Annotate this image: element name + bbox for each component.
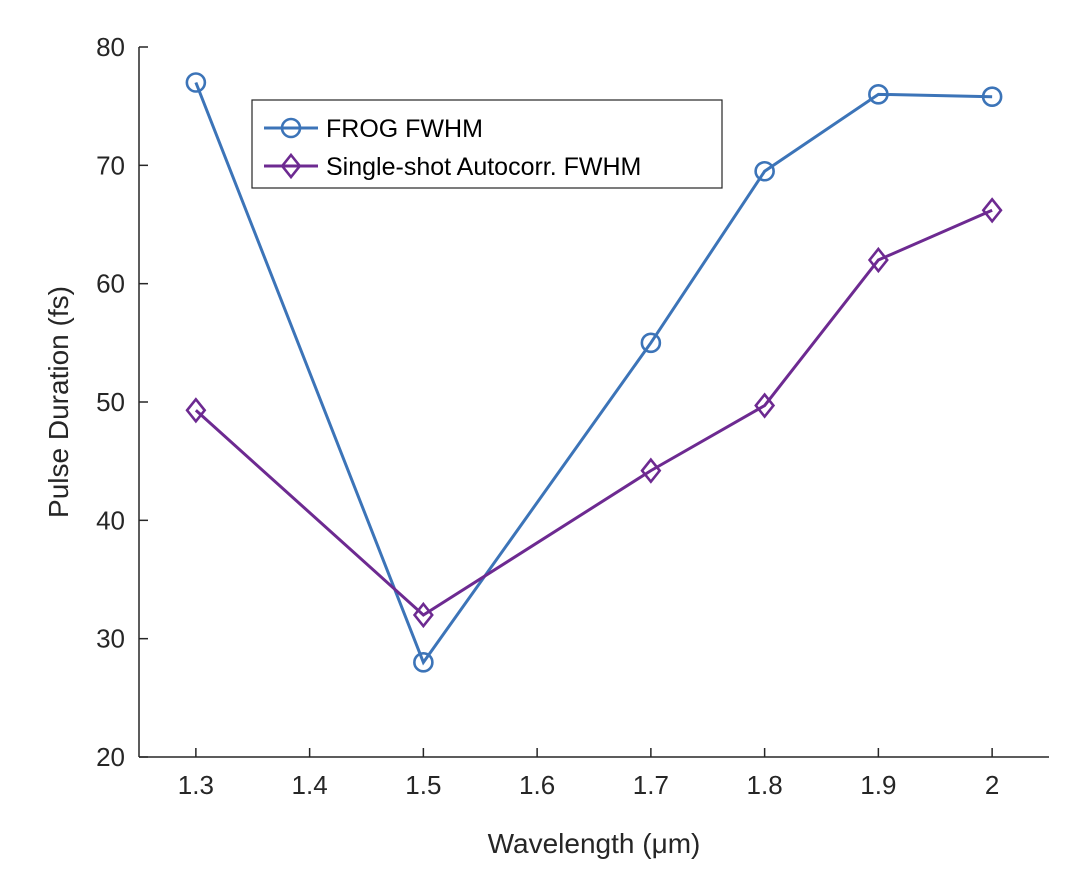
- diamond-marker: [754, 392, 776, 419]
- diamond-marker: [412, 601, 434, 629]
- y-tick-label: 60: [96, 269, 125, 299]
- x-tick-label: 1.8: [747, 770, 783, 800]
- x-tick-label: 1.4: [292, 770, 328, 800]
- series-frog-fwhm: [185, 72, 1003, 673]
- axes: 20 30 40 50 60 70 80 1.3 1.4 1.5 1.6 1.7 1.8 1.9 2: [96, 32, 1049, 800]
- diamond-marker: [640, 457, 662, 484]
- x-tick-label: 1.5: [405, 770, 441, 800]
- legend-item: Single-shot Autocorr. FWHM: [264, 152, 641, 181]
- y-axis-label: Pulse Duration (fs): [43, 286, 74, 518]
- y-tick-label: 70: [96, 150, 125, 180]
- x-tick-label: 1.3: [178, 770, 214, 800]
- diamond-marker: [185, 397, 207, 424]
- x-tick-label: 2: [985, 770, 999, 800]
- x-axis-label: Wavelength (μm): [488, 828, 701, 859]
- legend-label: FROG FWHM: [326, 115, 483, 143]
- y-tick-label: 30: [96, 624, 125, 654]
- legend-item: FROG FWHM: [264, 115, 483, 143]
- diamond-marker: [867, 246, 889, 274]
- x-tick-label: 1.9: [860, 770, 896, 800]
- legend: FROG FWHM Single-shot Autocorr. FWHM: [251, 99, 723, 189]
- circle-marker: [413, 652, 434, 673]
- legend-box: [251, 99, 723, 189]
- diamond-marker: [981, 197, 1003, 224]
- y-tick-label: 50: [96, 387, 125, 417]
- circle-marker: [868, 84, 889, 105]
- series-line: [194, 208, 993, 617]
- legend-label: Single-shot Autocorr. FWHM: [326, 153, 641, 181]
- circle-marker: [640, 332, 662, 354]
- diamond-marker: [280, 152, 302, 180]
- series-line: [194, 81, 993, 666]
- circle-marker: [981, 86, 1003, 107]
- y-tick-label: 40: [96, 505, 125, 535]
- series-layer: [185, 72, 1003, 673]
- circle-marker: [754, 160, 775, 182]
- y-tick-label: 20: [96, 742, 125, 772]
- circle-marker: [280, 117, 302, 139]
- x-tick-label: 1.6: [519, 770, 555, 800]
- x-tick-label: 1.7: [633, 770, 669, 800]
- y-tick-label: 80: [96, 32, 125, 62]
- circle-marker: [185, 72, 207, 93]
- series-single-shot-autocorr-fwhm: [185, 197, 1003, 629]
